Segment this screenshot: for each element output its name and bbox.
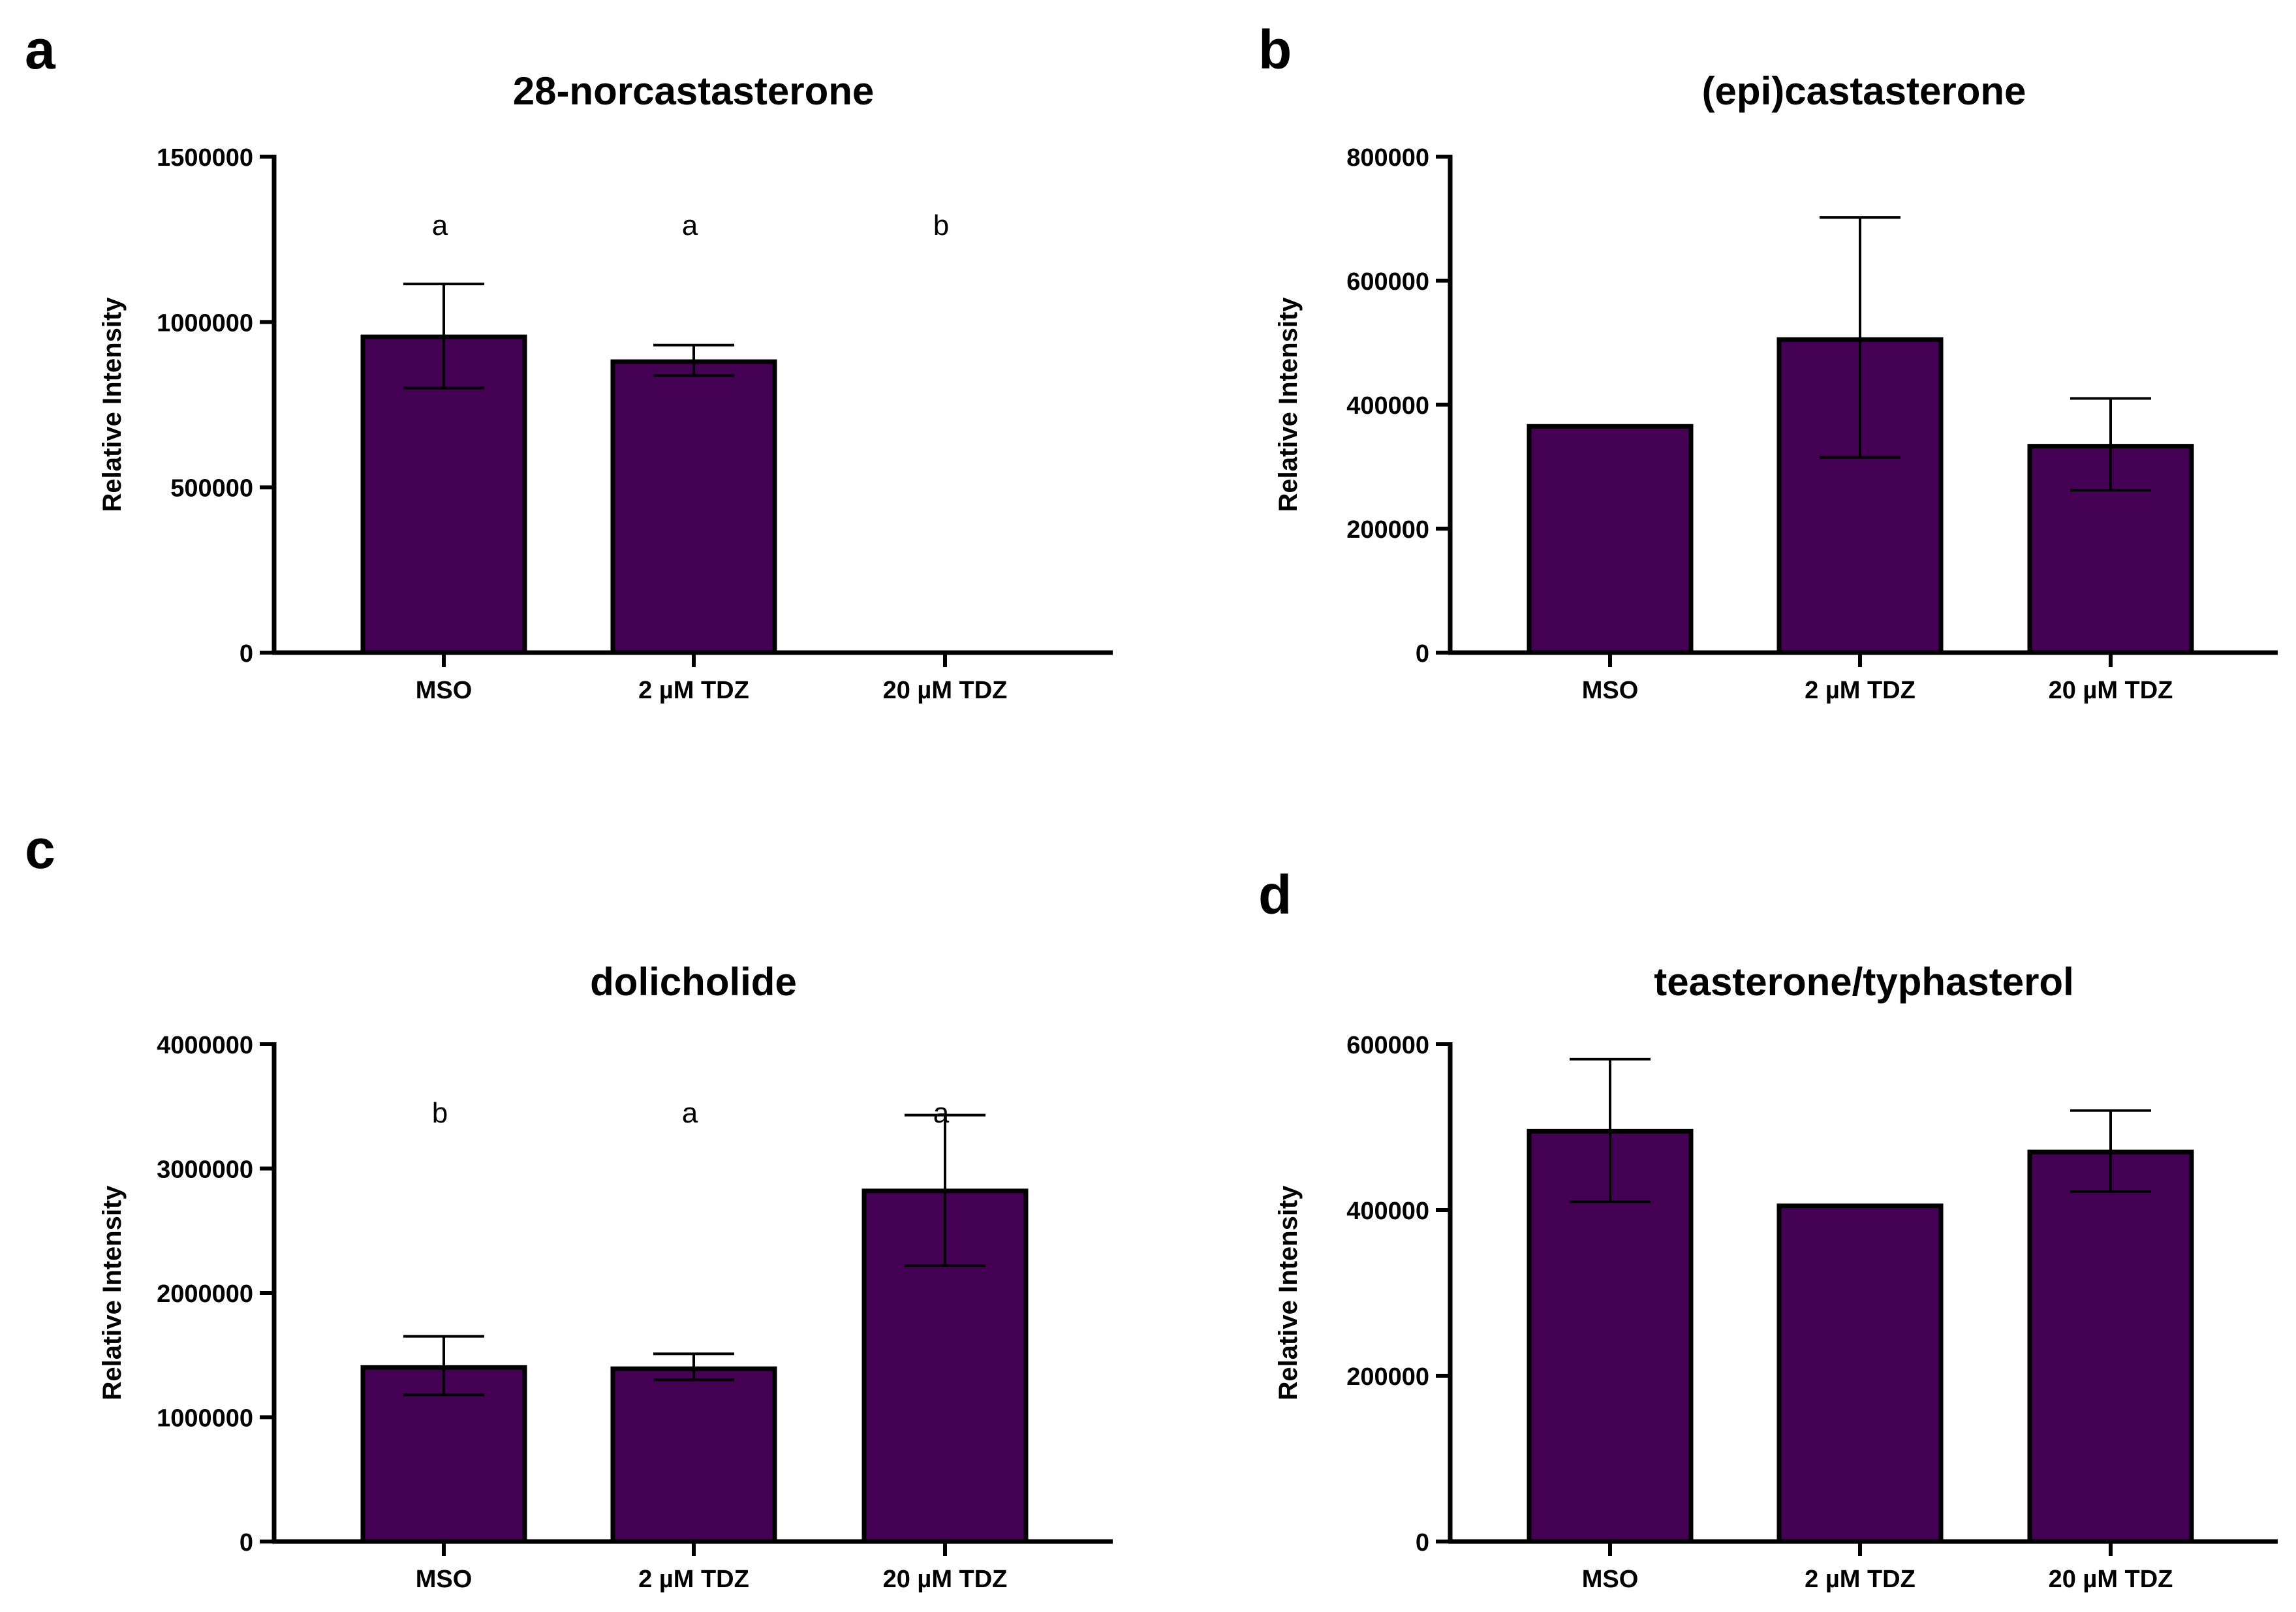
panel-a-ytick-label-0: 0 xyxy=(240,640,253,668)
panel-b-xtick-label-1: 2 µM TDZ xyxy=(1805,677,1916,704)
panel-a-significance-2: b xyxy=(933,209,949,241)
panel-c-ytick-label-4: 4000000 xyxy=(157,1032,253,1059)
panel-d-bar-1 xyxy=(1776,1203,1944,1544)
panel-c-ytick-label-2: 2000000 xyxy=(157,1280,253,1308)
panel-c-letter: c xyxy=(25,818,55,880)
panel-a-xtick-label-0: MSO xyxy=(416,677,473,704)
panel-d-ytick-label-1: 200000 xyxy=(1346,1363,1429,1391)
panel-b-ytick-label-0: 0 xyxy=(1416,640,1429,668)
panel-b-ylabel: Relative Intensity xyxy=(1274,297,1303,512)
panel-b-ytick-label-3: 600000 xyxy=(1346,268,1429,296)
panel-c-bar-1 xyxy=(610,1366,777,1544)
panel-c-ytick-label-1: 1000000 xyxy=(157,1405,253,1433)
panel-b-ytick-label-2: 400000 xyxy=(1346,392,1429,420)
panel-d-xtick-label-0: MSO xyxy=(1582,1566,1639,1593)
panel-c-xtick-label-1: 2 µM TDZ xyxy=(638,1566,749,1593)
panel-a-xtick-label-2: 20 µM TDZ xyxy=(883,677,1008,704)
panel-c-significance-0: b xyxy=(432,1097,448,1129)
panel-c-ytick-label-3: 3000000 xyxy=(157,1156,253,1184)
panel-b-xtick-label-0: MSO xyxy=(1582,677,1639,704)
panel-c-xtick-label-2: 20 µM TDZ xyxy=(883,1566,1008,1593)
panel-b-bar-0 xyxy=(1527,424,1694,655)
panel-b-ytick-label-4: 800000 xyxy=(1346,144,1429,172)
panel-c-xtick-label-0: MSO xyxy=(416,1566,473,1593)
panel-a-title: 28-norcastasterone xyxy=(513,69,875,113)
panel-d-ytick-label-0: 0 xyxy=(1416,1529,1429,1557)
panel-b-letter: b xyxy=(1258,19,1292,80)
panel-c-ylabel: Relative Intensity xyxy=(98,1185,127,1401)
panel-a-letter: a xyxy=(25,19,56,80)
panel-d-xtick-label-1: 2 µM TDZ xyxy=(1805,1566,1916,1593)
panel-c-ytick-label-0: 0 xyxy=(240,1529,253,1557)
panel-c-bar-0 xyxy=(360,1365,527,1544)
panel-b-title: (epi)castasterone xyxy=(1702,69,2026,113)
panel-a-significance-0: a xyxy=(432,209,448,241)
panel-a-ytick-label-3: 1500000 xyxy=(157,144,253,172)
panel-a-bar-0 xyxy=(360,334,527,655)
panel-d-ylabel: Relative Intensity xyxy=(1274,1185,1303,1401)
panel-b-xtick-label-2: 20 µM TDZ xyxy=(2049,677,2173,704)
panel-d-letter: d xyxy=(1258,864,1292,925)
panel-a-ylabel: Relative Intensity xyxy=(98,297,127,512)
panel-a-xtick-label-1: 2 µM TDZ xyxy=(638,677,749,704)
panel-c-significance-2: a xyxy=(933,1097,950,1129)
panel-d-bar-2 xyxy=(2027,1149,2194,1544)
panel-d-ytick-label-2: 400000 xyxy=(1346,1198,1429,1225)
panel-a-ytick-label-1: 500000 xyxy=(170,475,253,503)
panel-a-ytick-label-2: 1000000 xyxy=(157,309,253,337)
panel-c-title: dolicholide xyxy=(590,960,797,1004)
panel-b-ytick-label-1: 200000 xyxy=(1346,516,1429,544)
panel-d-xtick-label-2: 20 µM TDZ xyxy=(2049,1566,2173,1593)
panel-a-significance-1: a xyxy=(682,209,698,241)
panel-d-title: teasterone/typhasterol xyxy=(1654,960,2074,1004)
panel-c-significance-1: a xyxy=(682,1097,698,1129)
panel-a-bar-1 xyxy=(610,359,777,655)
panel-d-ytick-label-3: 600000 xyxy=(1346,1032,1429,1059)
